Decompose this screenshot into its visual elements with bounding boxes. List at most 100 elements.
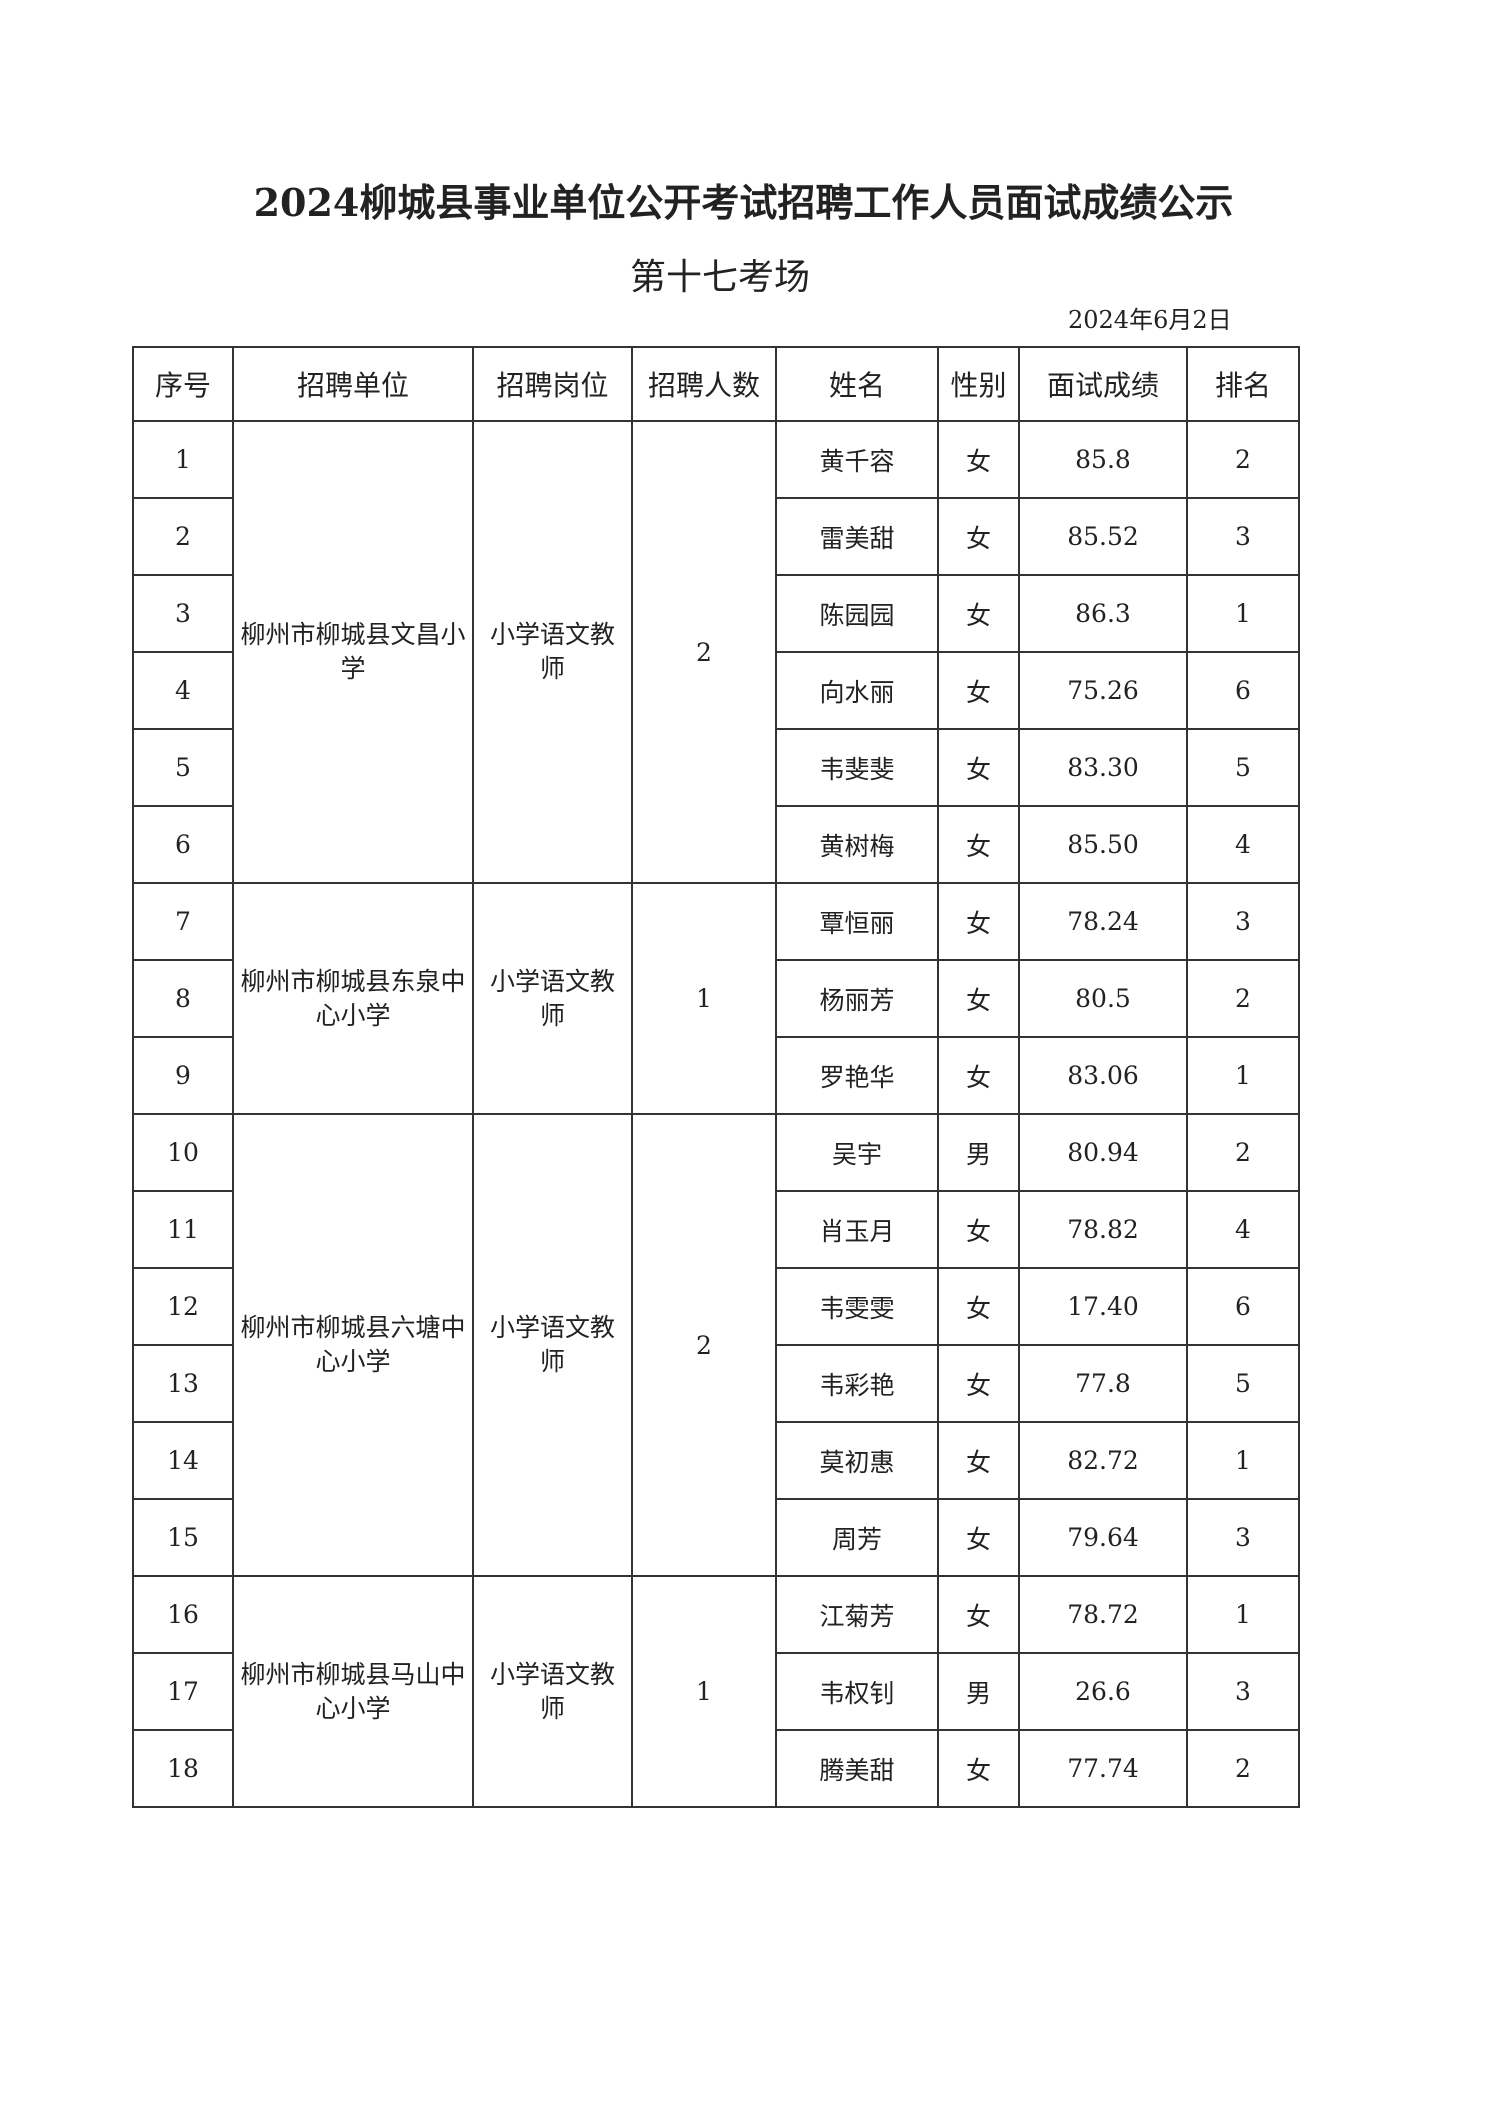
candidate-rank: 1 [1186,574,1300,653]
header-position: 招聘岗位 [472,346,633,422]
interview-score: 77.74 [1018,1729,1188,1808]
row-number: 11 [132,1190,234,1269]
candidate-name: 黄树梅 [775,805,939,884]
candidate-rank: 1 [1186,1421,1300,1500]
candidate-gender: 女 [937,1267,1020,1346]
candidate-rank: 2 [1186,959,1300,1038]
table-row: 11 肖玉月女 78.82 4 [132,1190,1300,1269]
interview-score: 17.40 [1018,1267,1188,1346]
interview-score: 78.24 [1018,882,1188,961]
candidate-rank: 2 [1186,420,1300,499]
candidate-name: 杨丽芳 [775,959,939,1038]
candidate-rank: 2 [1186,1113,1300,1192]
recruiting-position: 小学语文教师 [472,1113,633,1577]
candidate-gender: 女 [937,1729,1020,1808]
candidate-rank: 3 [1186,1498,1300,1577]
candidate-gender: 女 [937,805,1020,884]
candidate-name: 韦彩艳 [775,1344,939,1423]
recruiting-position: 小学语文教师 [472,420,633,884]
candidate-gender: 女 [937,882,1020,961]
interview-score: 78.82 [1018,1190,1188,1269]
header-count: 招聘人数 [631,346,777,422]
table-row: 1 柳州市柳城县文昌小学 小学语文教师 2 黄千容女 85.8 2 [132,420,1300,884]
interview-score: 85.8 [1018,420,1188,499]
header-gender: 性别 [937,346,1020,422]
table-row: 6 黄树梅女 85.50 4 [132,805,1300,884]
recruiting-count: 2 [631,1113,777,1577]
candidate-name: 腾美甜 [775,1729,939,1808]
candidate-gender: 女 [937,574,1020,653]
candidate-gender: 女 [937,497,1020,576]
candidate-name: 莫初惠 [775,1421,939,1500]
candidate-name: 罗艳华 [775,1036,939,1115]
row-number: 2 [132,497,234,576]
candidate-rank: 4 [1186,1190,1300,1269]
row-number: 15 [132,1498,234,1577]
candidate-gender: 女 [937,420,1020,499]
table-row: 2 雷美甜女 85.52 3 [132,497,1300,576]
interview-score: 80.94 [1018,1113,1188,1192]
interview-score: 79.64 [1018,1498,1188,1577]
candidate-rank: 1 [1186,1575,1300,1654]
table-row: 10 柳州市柳城县六塘中心小学 小学语文教师 2 吴宇男 80.94 2 [132,1113,1300,1577]
table-row: 15 周芳女 79.64 3 [132,1498,1300,1577]
interview-score: 78.72 [1018,1575,1188,1654]
candidate-name: 周芳 [775,1498,939,1577]
recruiting-unit: 柳州市柳城县东泉中心小学 [232,882,474,1115]
candidate-gender: 女 [937,651,1020,730]
candidate-name: 向水丽 [775,651,939,730]
header-rank: 排名 [1186,346,1300,422]
table-row: 16 柳州市柳城县马山中心小学 小学语文教师 1 江菊芳女 78.72 1 [132,1575,1300,1808]
table-row: 13 韦彩艳女 77.8 5 [132,1344,1300,1423]
candidate-name: 陈园园 [775,574,939,653]
candidate-rank: 3 [1186,497,1300,576]
recruiting-count: 2 [631,420,777,884]
interview-score: 86.3 [1018,574,1188,653]
candidate-gender: 女 [937,728,1020,807]
table-row: 12 韦雯雯女 17.40 6 [132,1267,1300,1346]
interview-score: 83.06 [1018,1036,1188,1115]
row-number: 10 [132,1113,234,1192]
candidate-name: 韦雯雯 [775,1267,939,1346]
candidate-name: 覃恒丽 [775,882,939,961]
candidate-gender: 女 [937,1575,1020,1654]
table-row: 3 陈园园女 86.3 1 [132,574,1300,653]
header-name: 姓名 [775,346,939,422]
row-number: 4 [132,651,234,730]
candidate-gender: 女 [937,959,1020,1038]
table-row: 17 韦权钊男 26.6 3 [132,1652,1300,1731]
candidate-rank: 2 [1186,1729,1300,1808]
candidate-name: 吴宇 [775,1113,939,1192]
document-subtitle: 第十七考场 [629,257,810,298]
candidate-name: 韦权钊 [775,1652,939,1731]
interview-score: 80.5 [1018,959,1188,1038]
table-header-row: 序号 招聘单位 招聘岗位 招聘人数 姓名 性别 面试成绩 排名 [132,346,1300,422]
interview-score: 26.6 [1018,1652,1188,1731]
candidate-rank: 1 [1186,1036,1300,1115]
interview-score: 85.52 [1018,497,1188,576]
recruiting-unit: 柳州市柳城县文昌小学 [232,420,474,884]
row-number: 16 [132,1575,234,1654]
document-date: 2024年6月2日 [1068,306,1232,334]
table-row: 14 莫初惠女 82.72 1 [132,1421,1300,1500]
recruiting-position: 小学语文教师 [472,1575,633,1808]
interview-score: 85.50 [1018,805,1188,884]
recruiting-position: 小学语文教师 [472,882,633,1115]
header-unit: 招聘单位 [232,346,474,422]
interview-score: 75.26 [1018,651,1188,730]
table-row: 7 柳州市柳城县东泉中心小学 小学语文教师 1 覃恒丽女 78.24 3 [132,882,1300,1115]
candidate-name: 雷美甜 [775,497,939,576]
table-row: 9 罗艳华女 83.06 1 [132,1036,1300,1115]
interview-score: 82.72 [1018,1421,1188,1500]
candidate-gender: 女 [937,1344,1020,1423]
recruiting-count: 1 [631,882,777,1115]
row-number: 1 [132,420,234,499]
row-number: 18 [132,1729,234,1808]
candidate-name: 肖玉月 [775,1190,939,1269]
table-row: 8 杨丽芳女 80.5 2 [132,959,1300,1038]
row-number: 3 [132,574,234,653]
row-number: 13 [132,1344,234,1423]
row-number: 17 [132,1652,234,1731]
row-number: 5 [132,728,234,807]
row-number: 6 [132,805,234,884]
